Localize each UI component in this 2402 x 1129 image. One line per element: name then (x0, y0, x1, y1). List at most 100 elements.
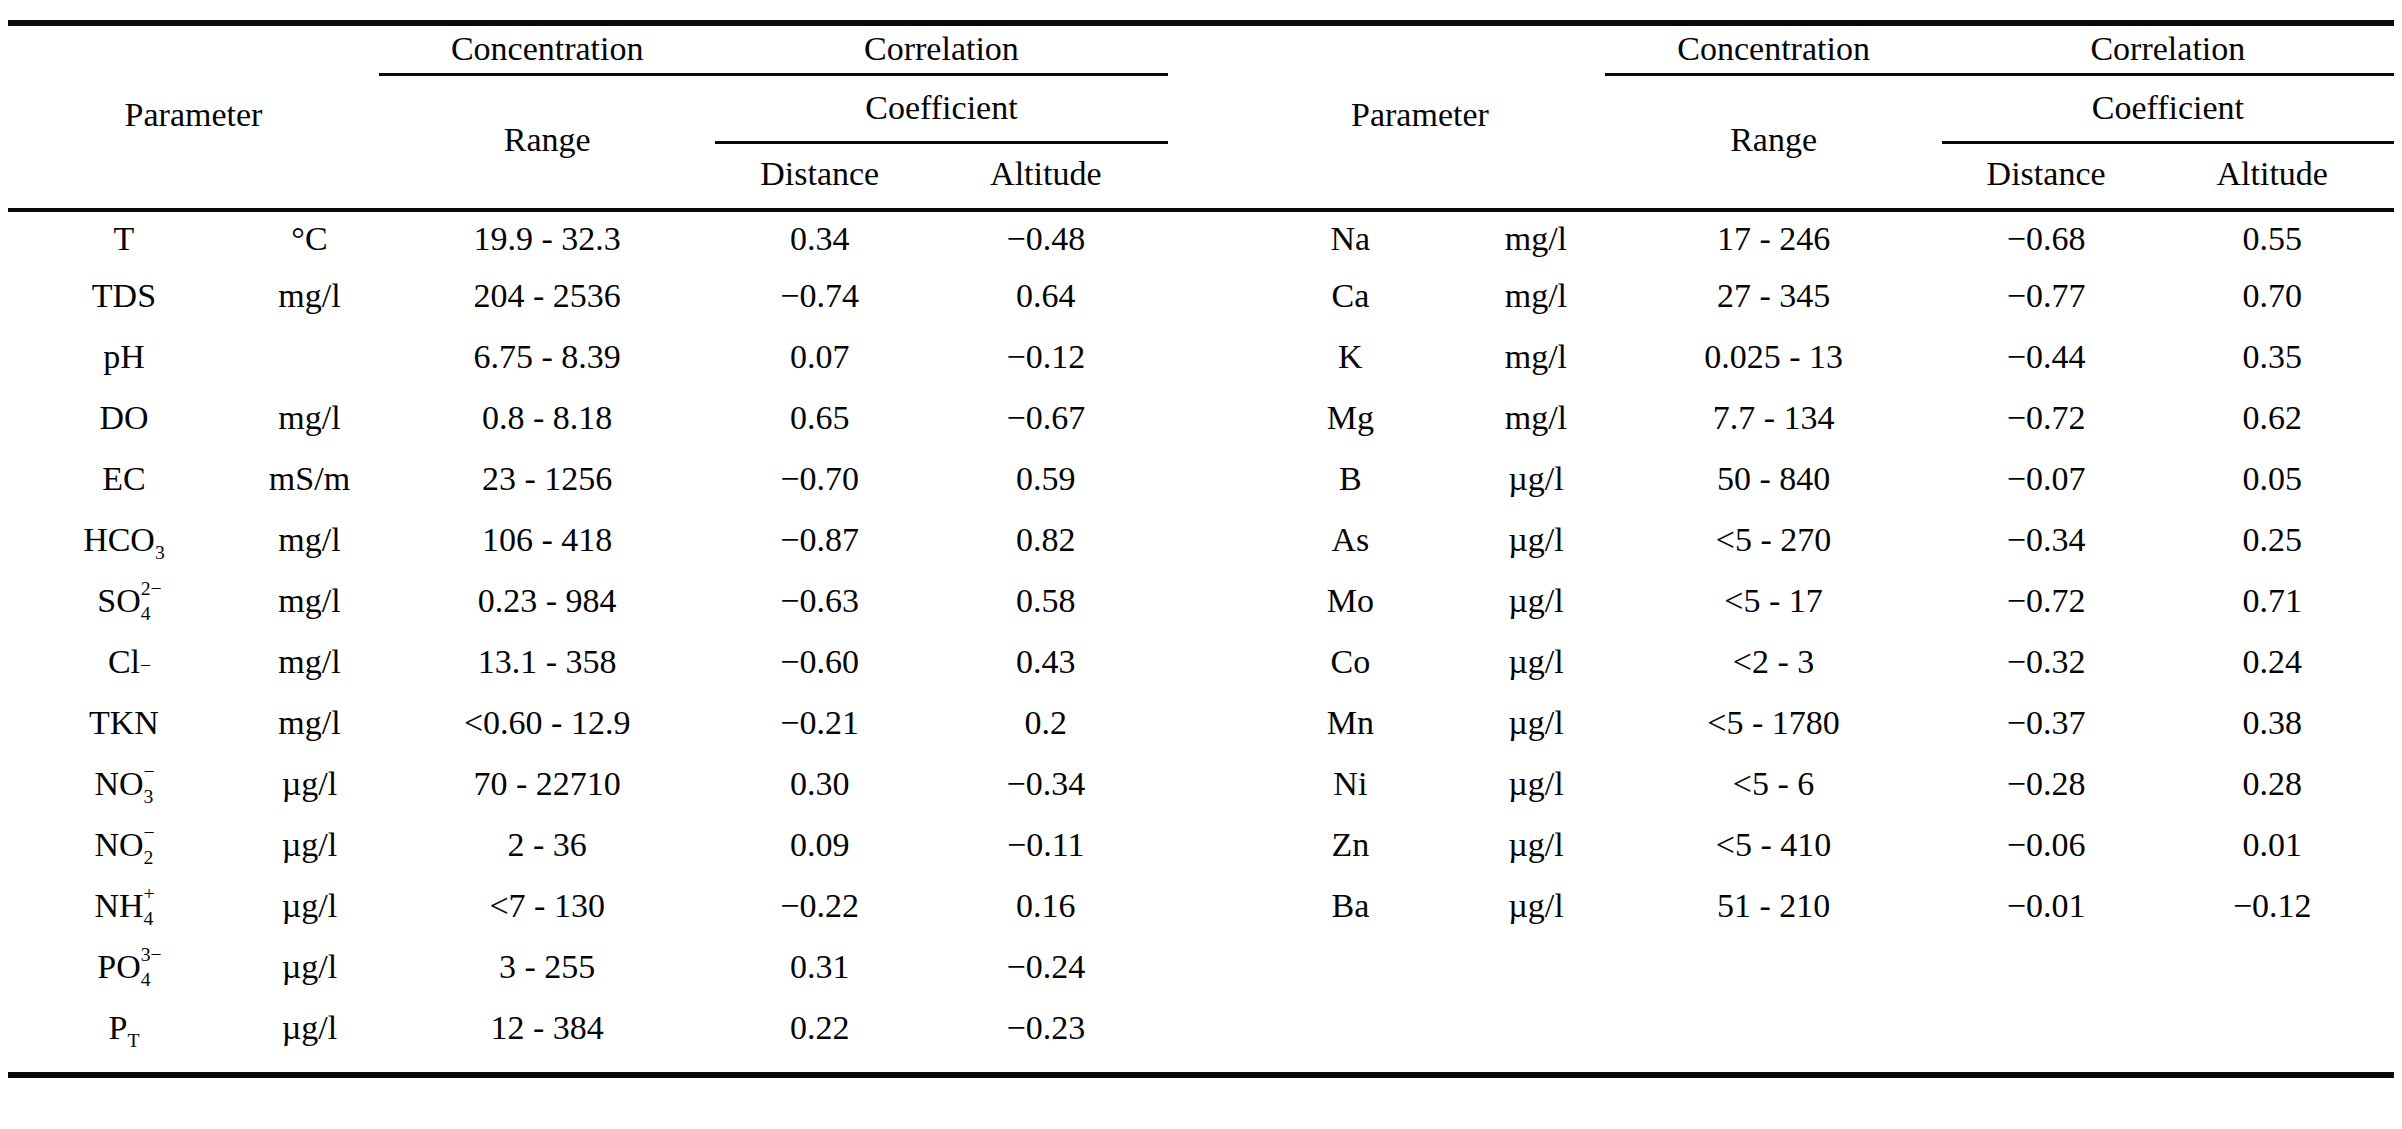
table-header-left: Parameter Concentration Correlation Rang… (8, 26, 1168, 204)
paper-table-page: Parameter Concentration Correlation Rang… (0, 0, 2402, 1129)
range-cell: 12 - 384 (379, 997, 715, 1058)
unit-cell: µg/l (1466, 570, 1605, 631)
ion-charge-stack: T (127, 1023, 139, 1043)
parameter-name-cell: Co (1234, 631, 1466, 692)
range-cell: 70 - 22710 (379, 753, 715, 814)
range-cell: 13.1 - 358 (379, 631, 715, 692)
altitude-coefficient-cell: −0.48 (924, 204, 1168, 265)
col-header-parameter: Parameter (1234, 26, 1605, 204)
range-cell: <2 - 3 (1605, 631, 1941, 692)
parameter-name-cell: NO−2 (8, 814, 240, 875)
parameter-name-cell: TKN (8, 692, 240, 753)
parameter-name: PO (97, 948, 140, 985)
table-row: Na mg/l 17 - 246 −0.68 0.55 (1234, 204, 2394, 265)
table-body-right: Na mg/l 17 - 246 −0.68 0.55 Ca mg/l 27 -… (1234, 204, 2394, 936)
distance-coefficient-cell: 0.31 (715, 936, 924, 997)
unit-cell: µg/l (1466, 631, 1605, 692)
col-header-correlation: Correlation (715, 26, 1167, 74)
table-body-left: T °C 19.9 - 32.3 0.34 −0.48 TDS mg/l 204… (8, 204, 1168, 1058)
parameter-name: K (1338, 338, 1363, 375)
parameter-name: As (1331, 521, 1369, 558)
unit-cell: mg/l (240, 265, 379, 326)
table-row: NO−3 µg/l 70 - 22710 0.30 −0.34 (8, 753, 1168, 814)
ion-charge-stack: −3 (144, 779, 154, 799)
altitude-coefficient-cell: −0.12 (924, 326, 1168, 387)
ion-superscript: 2− (141, 579, 162, 599)
parameter-name-cell: DO (8, 387, 240, 448)
ion-superscript: − (144, 823, 155, 843)
parameter-name-cell: PO3−4 (8, 936, 240, 997)
col-header-altitude: Altitude (924, 142, 1168, 204)
table-row: B µg/l 50 - 840 −0.07 0.05 (1234, 448, 2394, 509)
table-row: Zn µg/l <5 - 410 −0.06 0.01 (1234, 814, 2394, 875)
unit-cell: mg/l (240, 570, 379, 631)
table-row: SO2−4 mg/l 0.23 - 984 −0.63 0.58 (8, 570, 1168, 631)
distance-coefficient-cell: −0.44 (1942, 326, 2151, 387)
col-header-coefficient: Coefficient (715, 74, 1167, 142)
distance-coefficient-cell: −0.01 (1942, 875, 2151, 936)
unit-cell: µg/l (240, 875, 379, 936)
altitude-coefficient-cell: 0.58 (924, 570, 1168, 631)
unit-cell: mg/l (240, 631, 379, 692)
table-row: Ni µg/l <5 - 6 −0.28 0.28 (1234, 753, 2394, 814)
altitude-coefficient-cell: 0.05 (2150, 448, 2394, 509)
range-cell: 3 - 255 (379, 936, 715, 997)
distance-coefficient-cell: −0.28 (1942, 753, 2151, 814)
parameter-name: NO (94, 826, 143, 863)
parameter-name: Mg (1327, 399, 1374, 436)
range-cell: 7.7 - 134 (1605, 387, 1941, 448)
unit-cell: °C (240, 204, 379, 265)
range-cell: 2 - 36 (379, 814, 715, 875)
altitude-coefficient-cell: −0.23 (924, 997, 1168, 1058)
ion-subscript: 3 (144, 787, 154, 807)
parameter-name-cell: TDS (8, 265, 240, 326)
distance-coefficient-cell: −0.72 (1942, 387, 2151, 448)
distance-coefficient-cell: 0.34 (715, 204, 924, 265)
altitude-coefficient-cell: −0.67 (924, 387, 1168, 448)
ion-charge-stack: 3 (155, 535, 165, 555)
table-row: Mg mg/l 7.7 - 134 −0.72 0.62 (1234, 387, 2394, 448)
table-row: T °C 19.9 - 32.3 0.34 −0.48 (8, 204, 1168, 265)
distance-coefficient-cell: −0.70 (715, 448, 924, 509)
altitude-coefficient-cell: 0.24 (2150, 631, 2394, 692)
parameter-name-cell: EC (8, 448, 240, 509)
range-cell: <5 - 270 (1605, 509, 1941, 570)
altitude-coefficient-cell: 0.64 (924, 265, 1168, 326)
parameter-name-cell: Na (1234, 204, 1466, 265)
range-cell: 19.9 - 32.3 (379, 204, 715, 265)
parameter-table-right: Parameter Concentration Correlation Rang… (1234, 26, 2394, 936)
unit-cell: µg/l (1466, 692, 1605, 753)
parameter-name-cell: Mg (1234, 387, 1466, 448)
table-row: pH 6.75 - 8.39 0.07 −0.12 (8, 326, 1168, 387)
ion-charge-stack: 3−4 (141, 962, 151, 982)
parameter-name-cell: As (1234, 509, 1466, 570)
altitude-coefficient-cell: 0.16 (924, 875, 1168, 936)
unit-cell: µg/l (240, 753, 379, 814)
parameter-name-cell: Mo (1234, 570, 1466, 631)
distance-coefficient-cell: 0.22 (715, 997, 924, 1058)
altitude-coefficient-cell: 0.43 (924, 631, 1168, 692)
distance-coefficient-cell: −0.06 (1942, 814, 2151, 875)
parameter-name-cell: NH+4 (8, 875, 240, 936)
distance-coefficient-cell: 0.65 (715, 387, 924, 448)
parameter-name-cell: B (1234, 448, 1466, 509)
unit-cell: µg/l (1466, 448, 1605, 509)
range-cell: <7 - 130 (379, 875, 715, 936)
table-row: EC mS/m 23 - 1256 −0.70 0.59 (8, 448, 1168, 509)
parameter-name-cell: PT (8, 997, 240, 1058)
parameter-name-cell: pH (8, 326, 240, 387)
distance-coefficient-cell: −0.74 (715, 265, 924, 326)
range-cell: <5 - 17 (1605, 570, 1941, 631)
table-row: TKN mg/l <0.60 - 12.9 −0.21 0.2 (8, 692, 1168, 753)
altitude-coefficient-cell: 0.01 (2150, 814, 2394, 875)
altitude-coefficient-cell: 0.35 (2150, 326, 2394, 387)
range-cell: 51 - 210 (1605, 875, 1941, 936)
table-header-right: Parameter Concentration Correlation Rang… (1234, 26, 2394, 204)
unit-cell: mg/l (240, 387, 379, 448)
parameter-name-cell: NO−3 (8, 753, 240, 814)
parameter-name: B (1339, 460, 1362, 497)
altitude-coefficient-cell: 0.38 (2150, 692, 2394, 753)
unit-cell (240, 326, 379, 387)
range-cell: <0.60 - 12.9 (379, 692, 715, 753)
parameter-name: EC (102, 460, 145, 497)
